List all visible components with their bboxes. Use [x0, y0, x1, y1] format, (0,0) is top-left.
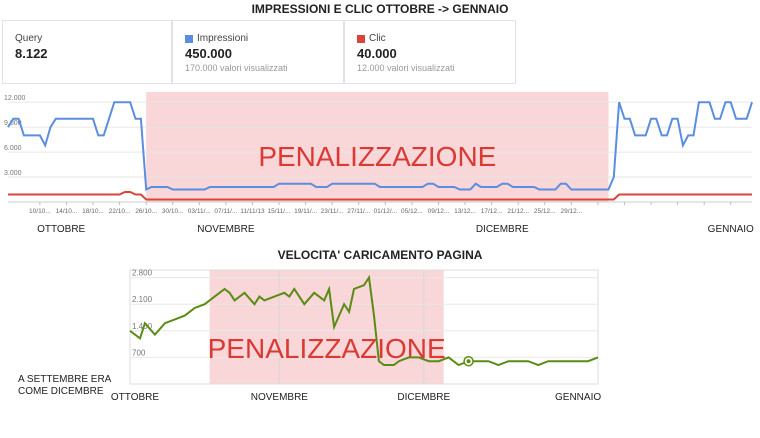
x-tick-label: 27/11/... [347, 208, 370, 215]
x-tick-label: 30/10... [162, 208, 184, 215]
x-tick-label: 22/10... [109, 208, 131, 215]
side-note-line-1: A SETTEMBRE ERA [18, 374, 112, 385]
penalty-band [146, 92, 609, 202]
series-line-1 [8, 191, 752, 201]
stat-query-label: Query [15, 33, 43, 44]
month-label: OTTOBRE [111, 392, 159, 403]
y-tick-label: 6.000 [4, 145, 22, 152]
x-tick-label: 09/12... [428, 208, 450, 215]
x-tick-label: 29/12... [560, 208, 582, 215]
summary-stats: Query 8.122 Impressioni 450.000 170.000 … [0, 20, 760, 90]
y-tick-label: 3.000 [4, 170, 22, 177]
stat-clicks-sub: 12.000 valori visualizzati [357, 63, 455, 73]
x-tick-label: 03/11/... [188, 208, 211, 215]
x-tick-label: 07/11/... [214, 208, 237, 215]
stat-clicks-value: 40.000 [357, 46, 397, 61]
x-tick-label: 15/11/... [268, 208, 291, 215]
x-tick-label: 05/12... [401, 208, 423, 215]
highlight-marker-dot [466, 359, 471, 364]
month-label: DICEMBRE [476, 224, 529, 235]
x-tick-label: 25/12... [534, 208, 556, 215]
penalty-label: PENALIZZAZIONE [208, 333, 446, 364]
stat-query-value: 8.122 [15, 46, 48, 61]
x-tick-label: 19/11/... [294, 208, 317, 215]
stat-query[interactable]: Query 8.122 [2, 20, 172, 84]
series-line-0 [7, 101, 753, 192]
x-tick-label: 10/10... [29, 208, 51, 215]
y-tick-label: 2.100 [132, 295, 153, 304]
impressions-clicks-chart: 3.000 6.000 9.000 12.000 10/10... 14/10... 18/… [4, 92, 754, 235]
y-tick-label: 700 [132, 348, 146, 357]
side-note: A SETTEMBRE ERA COME DICEMBRE [18, 374, 128, 398]
y-tick-label: 9.000 [4, 120, 22, 127]
stat-impressions[interactable]: Impressioni 450.000 170.000 valori visua… [172, 20, 344, 84]
stat-clicks[interactable]: Clic 40.000 12.000 valori visualizzati [344, 20, 516, 84]
stat-impressions-label: Impressioni [197, 33, 249, 44]
x-tick-label: 23/11/... [321, 208, 344, 215]
x-tick-label: 26/10... [135, 208, 157, 215]
clicks-swatch-icon [357, 34, 365, 43]
side-note-line-2: COME DICEMBRE [18, 386, 104, 397]
penalty-label: PENALIZZAZIONE [258, 141, 496, 172]
chart-title-speed: VELOCITA' CARICAMENTO PAGINA [277, 248, 483, 262]
plot-frame [129, 269, 599, 385]
y-tick-label: 2.800 [132, 269, 153, 278]
x-tick-label: 13/12... [454, 208, 476, 215]
x-tick-label: 11/11/13 [240, 208, 265, 215]
month-label: GENNAIO [555, 392, 601, 403]
month-label: NOVEMBRE [197, 224, 255, 235]
month-label: NOVEMBRE [251, 392, 309, 403]
chart-title-impressions: IMPRESSIONI E CLIC OTTOBRE -> GENNAIO [251, 2, 509, 16]
stat-clicks-label: Clic [369, 33, 386, 44]
x-tick-label: 21/12... [507, 208, 529, 215]
x-tick-label: 18/10... [82, 208, 104, 215]
speed-line [129, 274, 599, 367]
stat-impressions-sub: 170.000 valori visualizzati [185, 63, 288, 73]
page-speed-chart: 700 1.400 2.100 2.800 PENALIZZAZIONE OTTOBRE N… [111, 269, 601, 403]
x-tick-label: 17/12... [481, 208, 503, 215]
month-label: GENNAIO [708, 224, 754, 235]
month-label: OTTOBRE [37, 224, 85, 235]
x-tick-label: 14/10... [56, 208, 78, 215]
penalty-band [209, 270, 444, 384]
stat-impressions-value: 450.000 [185, 46, 232, 61]
x-tick-label: 01/12/... [374, 208, 398, 215]
month-label: DICEMBRE [397, 392, 450, 403]
y-tick-label: 12.000 [4, 95, 26, 102]
y-tick-label: 1.400 [132, 322, 153, 331]
impressions-swatch-icon [185, 34, 193, 43]
